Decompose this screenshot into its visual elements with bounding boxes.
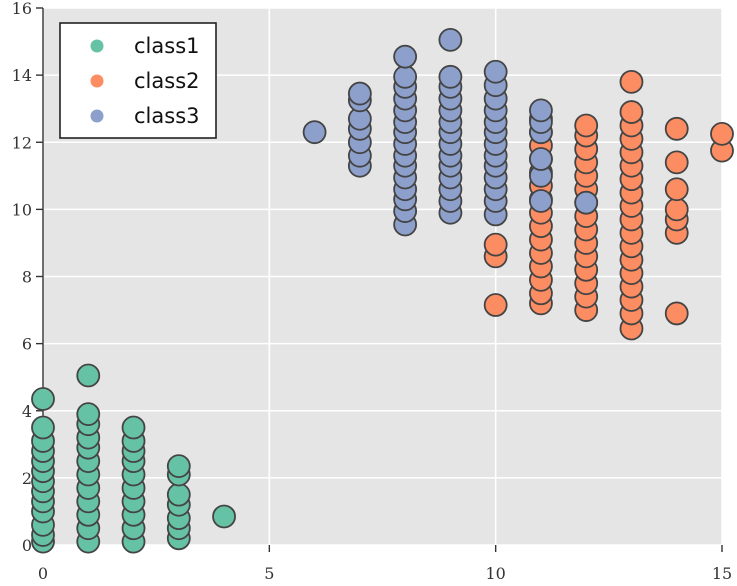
- data-point: [347, 81, 372, 106]
- legend: class1 class2 class3: [59, 22, 217, 139]
- data-points: [31, 27, 734, 554]
- axes: 0 2 4 6 8 10 12 14 16 0 5 10 15: [12, 0, 733, 583]
- data-point: [302, 120, 327, 145]
- data-point: [529, 147, 553, 171]
- data-point: [619, 69, 644, 94]
- data-point: [664, 116, 689, 141]
- data-point: [664, 301, 689, 326]
- y-tick-label: 14: [12, 66, 32, 85]
- y-tick-label: 8: [22, 268, 32, 287]
- data-point: [393, 64, 418, 89]
- data-point: [121, 415, 146, 440]
- legend-marker: [90, 74, 104, 88]
- data-point: [664, 177, 689, 202]
- x-tick-label: 10: [485, 564, 505, 583]
- data-point: [438, 27, 463, 52]
- x-tick-label: 15: [712, 564, 732, 583]
- data-point: [529, 189, 553, 213]
- legend-label: class1: [134, 34, 200, 58]
- data-point: [529, 98, 553, 123]
- legend-label: class2: [134, 69, 200, 93]
- y-tick-label: 0: [22, 536, 32, 555]
- legend-marker: [90, 109, 104, 123]
- legend-label: class3: [134, 104, 200, 128]
- data-point: [574, 113, 599, 138]
- legend-marker: [90, 39, 104, 53]
- data-point: [393, 44, 418, 69]
- data-point: [31, 415, 55, 440]
- series-class3: [302, 27, 599, 237]
- data-point: [664, 197, 689, 222]
- legend-box: [59, 22, 217, 139]
- data-point: [166, 454, 191, 479]
- data-point: [483, 59, 508, 84]
- data-point: [574, 190, 599, 215]
- data-point: [619, 100, 644, 124]
- data-point: [664, 150, 689, 175]
- y-tick-label: 10: [12, 200, 32, 219]
- x-tick-label: 5: [264, 564, 274, 583]
- y-tick-label: 4: [22, 402, 32, 421]
- y-tick-label: 16: [12, 0, 32, 18]
- y-tick-label: 2: [22, 469, 32, 488]
- data-point: [76, 363, 101, 388]
- y-tick-label: 6: [22, 335, 32, 354]
- x-tick-label: 0: [38, 564, 48, 583]
- data-point: [483, 293, 508, 317]
- series-class1: [31, 363, 236, 554]
- data-point: [710, 121, 734, 146]
- y-tick-label: 12: [12, 133, 32, 152]
- data-point: [31, 387, 55, 411]
- data-point: [212, 504, 236, 529]
- data-point: [76, 402, 101, 427]
- data-point: [166, 482, 191, 507]
- data-point: [438, 64, 463, 89]
- data-point: [483, 232, 508, 257]
